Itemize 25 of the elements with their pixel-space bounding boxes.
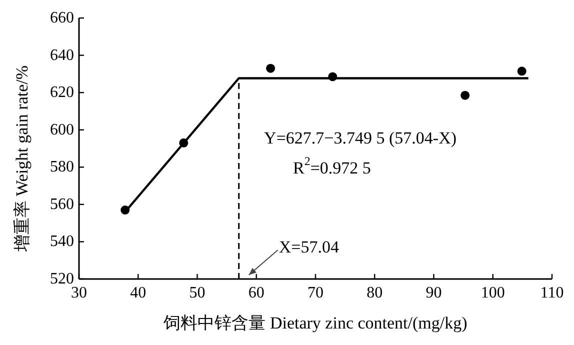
annotation: R$^{2}$=0.972 5 [293,154,371,178]
y-tick-label: 580 [50,158,74,176]
x-tick-label: 110 [540,284,564,302]
y-tick-label: 640 [50,46,74,64]
point [517,66,526,76]
y-tick-label: 560 [50,196,74,213]
x-tick-label: 80 [366,284,383,302]
y-tick-label: 620 [50,84,74,102]
y-tick-label: 600 [50,121,74,138]
y-tick-label: 540 [50,233,74,250]
x-tick-label: 90 [426,284,442,302]
x-tick-label: 40 [130,284,146,302]
x-tick-label: 50 [189,284,206,302]
x-tick-label: 60 [248,284,264,302]
y-axis-title: 增重率 Weight gain rate/% [12,65,32,253]
x-axis-title: 饲料中锌含量 Dietary zinc content/(mg/kg) [162,314,468,332]
y-tick-label: 660 [50,10,74,26]
annotation: X=57.04 [278,238,340,256]
x-tick-label: 30 [71,284,87,302]
x-tick-label: 100 [480,284,505,302]
x-tick-label: 70 [308,284,324,302]
y-tick-label: 520 [50,270,74,288]
annotation: Y=627.7−3.749 5 (57.04-X) [264,128,457,148]
point [266,64,276,73]
point [460,90,470,100]
